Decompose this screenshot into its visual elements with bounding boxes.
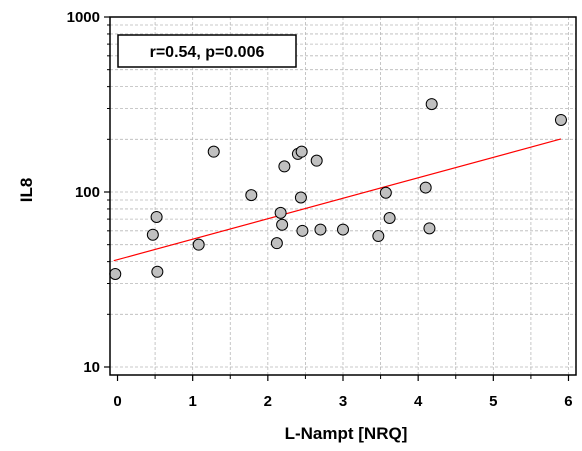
plot-frame xyxy=(109,16,577,376)
data-point xyxy=(423,222,436,235)
data-point xyxy=(372,230,385,243)
x-tick-label: 0 xyxy=(113,393,121,410)
data-point xyxy=(146,228,159,241)
x-tick-label: 5 xyxy=(489,393,497,410)
annotation-frame xyxy=(117,34,297,68)
data-point xyxy=(245,189,258,202)
grid xyxy=(110,17,576,375)
data-point xyxy=(314,223,327,236)
data-point xyxy=(310,154,323,167)
data-point xyxy=(278,160,291,173)
data-points xyxy=(109,98,567,280)
y-axis-ticks: 10 100 1000 xyxy=(67,9,110,376)
annotation-box: r=0.54, p=0.006 xyxy=(117,34,297,68)
data-point xyxy=(274,206,287,219)
y-tick-label: 100 xyxy=(75,184,100,201)
x-tick-label: 2 xyxy=(264,393,272,410)
x-tick-label: 6 xyxy=(564,393,572,410)
y-axis-title: IL8 xyxy=(17,178,36,203)
data-point xyxy=(379,186,392,199)
fit-line xyxy=(113,138,562,262)
data-point xyxy=(337,223,349,236)
data-point xyxy=(294,191,307,204)
data-point xyxy=(192,238,205,251)
x-tick-label: 4 xyxy=(414,393,423,410)
data-point xyxy=(109,267,122,280)
data-point xyxy=(419,181,432,194)
data-point xyxy=(207,145,220,158)
data-point xyxy=(151,265,164,278)
data-point xyxy=(383,212,396,225)
x-tick-label: 1 xyxy=(189,393,197,410)
x-tick-label: 3 xyxy=(339,393,347,410)
x-axis-title: L-Nampt [NRQ] xyxy=(285,424,408,443)
data-point xyxy=(296,224,309,237)
data-point xyxy=(554,113,567,126)
data-point xyxy=(425,98,438,111)
y-tick-label: 1000 xyxy=(67,9,100,26)
data-point xyxy=(150,210,163,223)
data-point xyxy=(295,145,308,158)
y-tick-label: 10 xyxy=(83,359,100,376)
annotation-text: r=0.54, p=0.006 xyxy=(150,44,265,61)
x-axis-ticks: 0 1 2 3 4 5 6 xyxy=(113,375,573,410)
data-point xyxy=(276,218,289,231)
data-point xyxy=(270,237,283,250)
